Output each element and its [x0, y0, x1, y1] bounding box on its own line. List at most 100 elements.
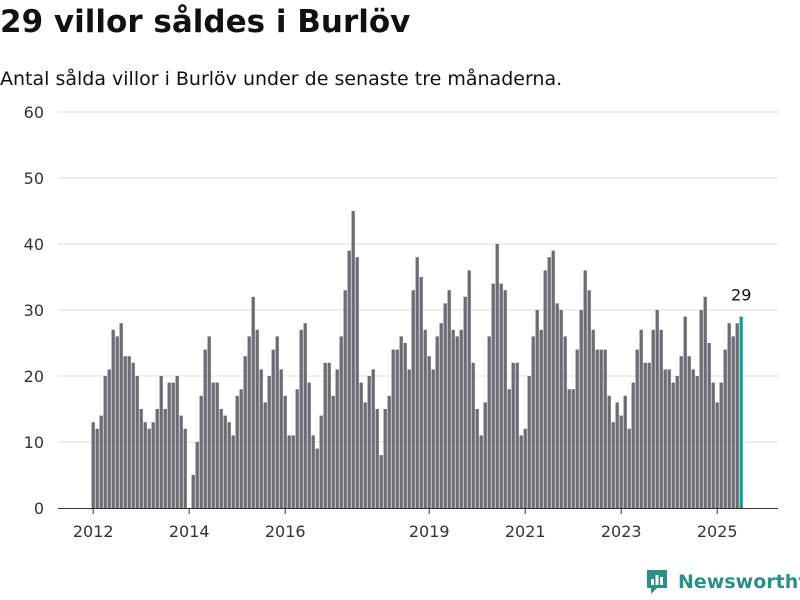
bar: [547, 257, 551, 508]
bar: [271, 349, 275, 508]
y-tick-label: 60: [24, 103, 44, 122]
bar: [411, 290, 415, 508]
bar: [495, 244, 499, 508]
bar: [427, 356, 431, 508]
y-tick-label: 20: [24, 367, 44, 386]
bar: [443, 303, 447, 508]
bar: [487, 336, 491, 508]
x-tick-label: 2023: [601, 522, 642, 541]
bar: [519, 435, 523, 508]
bar: [711, 382, 715, 508]
bar: [243, 356, 247, 508]
bar: [191, 475, 195, 508]
x-tick-label: 2019: [409, 522, 450, 541]
bar: [719, 382, 723, 508]
bar: [135, 376, 139, 508]
bar: [147, 428, 151, 508]
brand-name: Newsworthy: [678, 571, 800, 593]
bar: [575, 349, 579, 508]
bar: [95, 428, 99, 508]
bar: [143, 422, 147, 508]
bar: [523, 428, 527, 508]
bar: [207, 336, 211, 508]
bar: [331, 395, 335, 508]
bar: [663, 369, 667, 508]
bar: [615, 402, 619, 508]
bar: [223, 415, 227, 508]
bar: [695, 376, 699, 508]
bar: [679, 356, 683, 508]
bar: [131, 362, 135, 508]
bar: [539, 329, 543, 508]
bar: [195, 442, 199, 508]
bar: [687, 356, 691, 508]
bar: [559, 310, 563, 508]
bar: [567, 389, 571, 508]
bar: [375, 409, 379, 508]
bar: [211, 382, 215, 508]
bar: [563, 336, 567, 508]
bar: [451, 329, 455, 508]
bar: [491, 283, 495, 508]
bar: [307, 382, 311, 508]
bar: [527, 376, 531, 508]
bar: [439, 323, 443, 508]
bar: [295, 389, 299, 508]
bar: [159, 376, 163, 508]
bar: [463, 296, 467, 508]
bar: [351, 211, 355, 508]
bar: [151, 422, 155, 508]
bar: [267, 376, 271, 508]
bar: [339, 336, 343, 508]
y-tick-label: 30: [24, 301, 44, 320]
chart-title: 29 villor såldes i Burlöv: [0, 4, 411, 40]
y-tick-label: 50: [24, 169, 44, 188]
bar: [675, 376, 679, 508]
bar: [571, 389, 575, 508]
bar: [235, 395, 239, 508]
bar: [367, 376, 371, 508]
bar: [631, 382, 635, 508]
bar: [515, 362, 519, 508]
bar: [299, 329, 303, 508]
bar: [619, 415, 623, 508]
y-tick-label: 10: [24, 433, 44, 452]
bar: [507, 389, 511, 508]
bar: [727, 323, 731, 508]
bar: [363, 402, 367, 508]
bar: [623, 395, 627, 508]
bar: [323, 362, 327, 508]
bar: [403, 343, 407, 508]
bar: [311, 435, 315, 508]
x-tick-label: 2014: [169, 522, 210, 541]
bar: [283, 395, 287, 508]
bar: [251, 296, 255, 508]
bar: [731, 336, 735, 508]
bar: [643, 362, 647, 508]
bar: [183, 428, 187, 508]
bar: [119, 323, 123, 508]
bar: [467, 270, 471, 508]
bar: [359, 382, 363, 508]
bar: [171, 382, 175, 508]
bar: [595, 349, 599, 508]
bar: [503, 290, 507, 508]
bar: [279, 369, 283, 508]
bar: [199, 395, 203, 508]
bar: [179, 415, 183, 508]
x-tick-label: 2016: [265, 522, 306, 541]
bar: [287, 435, 291, 508]
bar: [383, 409, 387, 508]
bar: [455, 336, 459, 508]
chart-subtitle: Antal sålda villor i Burlöv under de sen…: [0, 68, 563, 90]
x-tick-label: 2021: [505, 522, 546, 541]
bar: [203, 349, 207, 508]
bar: [703, 296, 707, 508]
bar: [319, 415, 323, 508]
bar: [603, 349, 607, 508]
bar: [479, 435, 483, 508]
bar: [335, 369, 339, 508]
bar: [155, 409, 159, 508]
bar: [263, 402, 267, 508]
